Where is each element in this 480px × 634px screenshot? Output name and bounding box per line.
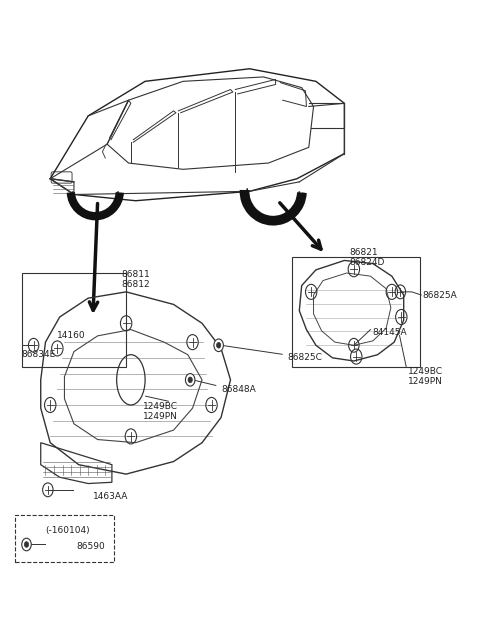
Text: 86834E: 86834E [22, 350, 56, 359]
Circle shape [216, 342, 221, 348]
Bar [14, 515, 114, 562]
Circle shape [24, 541, 29, 547]
Text: 86590: 86590 [76, 542, 105, 551]
Circle shape [185, 373, 195, 386]
Circle shape [214, 339, 223, 352]
Circle shape [188, 377, 192, 383]
Text: 86825C: 86825C [288, 353, 322, 363]
Text: (-160104): (-160104) [46, 526, 90, 535]
Text: 14160: 14160 [57, 332, 86, 340]
Text: 86811
86812: 86811 86812 [121, 269, 150, 289]
Text: 1249BC
1249PN: 1249BC 1249PN [408, 367, 444, 386]
Text: 84145A: 84145A [373, 328, 408, 337]
Text: 86848A: 86848A [221, 385, 256, 394]
Bar [292, 257, 420, 367]
Text: 86821
86824D: 86821 86824D [349, 248, 384, 267]
Circle shape [22, 538, 31, 551]
Text: 86825A: 86825A [423, 290, 457, 299]
Text: 1463AA: 1463AA [93, 491, 128, 501]
Bar [22, 273, 126, 367]
Text: 1249BC
1249PN: 1249BC 1249PN [143, 401, 178, 421]
